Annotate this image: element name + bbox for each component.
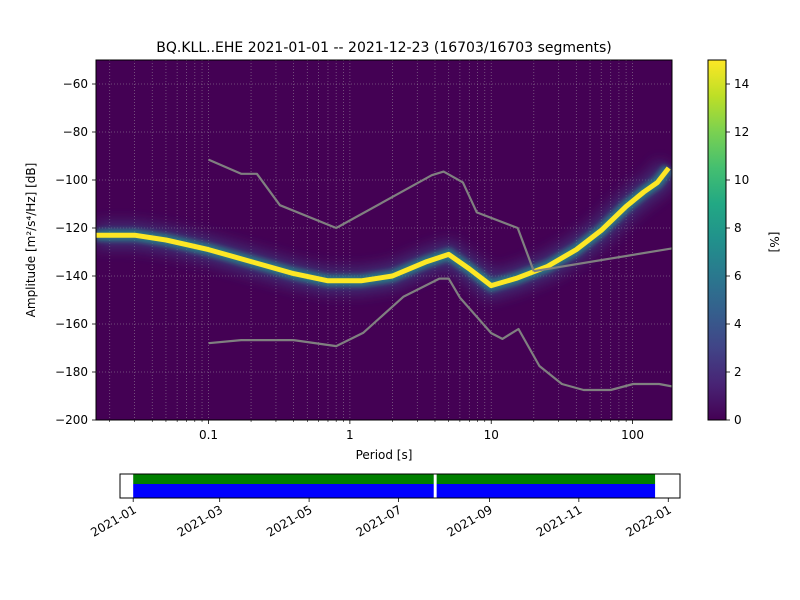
grid (96, 60, 672, 420)
coverage-bars (133, 474, 656, 498)
y-axis: −200 −180 −160 −140 −120 −100 −80 −60 (55, 77, 96, 427)
coverage-bar-top (133, 474, 434, 484)
noise-model-line (208, 158, 535, 272)
y-tick-label: −100 (55, 173, 88, 187)
noise-model-line (533, 247, 672, 273)
y-tick-label: −60 (63, 77, 88, 91)
colorbar-tick-label: 6 (734, 269, 742, 283)
colorbar-label: [%] (767, 232, 781, 253)
x-tick-label: 10 (484, 428, 499, 442)
colorbar-tick-label: 8 (734, 221, 742, 235)
noise-model-line (208, 277, 672, 392)
noise-model-curves (208, 158, 672, 392)
timeline-tick-label: 2021-03 (175, 502, 225, 539)
timeline-tick-label: 2021-01 (88, 502, 138, 539)
colorbar-tick-label: 14 (734, 77, 749, 91)
timeline-axis: 2021-01 2021-03 2021-05 2021-07 2021-09 2021-… (88, 498, 674, 540)
timeline-tick-label: 2021-05 (264, 502, 314, 539)
mode-curve (96, 166, 671, 289)
x-axis-label: Period [s] (356, 448, 413, 462)
density-layer (96, 160, 672, 300)
x-tick-label: 0.1 (199, 428, 218, 442)
colorbar-tick-label: 0 (734, 413, 742, 427)
y-tick-label: −140 (55, 269, 88, 283)
timeline-tick-label: 2021-09 (445, 502, 495, 539)
colorbar-tick-label: 4 (734, 317, 742, 331)
colorbar-tick-label: 10 (734, 173, 749, 187)
y-tick-label: −160 (55, 317, 88, 331)
coverage-bar-bottom (436, 484, 656, 498)
coverage-bar-bottom (133, 484, 434, 498)
y-tick-label: −120 (55, 221, 88, 235)
y-tick-label: −80 (63, 125, 88, 139)
colorbar-tick-label: 2 (734, 365, 742, 379)
timeline-tick-label: 2022-01 (623, 502, 673, 539)
timeline-frame (119, 473, 681, 499)
x-tick-label: 1 (346, 428, 354, 442)
coverage-bar-top (436, 474, 656, 484)
plot-frame (95, 59, 673, 421)
colorbar-tick-label: 12 (734, 125, 749, 139)
x-axis: 0.1 1 10 100 (109, 420, 644, 442)
colorbar-ticks: 0 2 4 6 8 10 12 14 (726, 77, 749, 427)
y-tick-label: −180 (55, 365, 88, 379)
chart-title: BQ.KLL..EHE 2021-01-01 -- 2021-12-23 (16… (156, 40, 611, 56)
x-tick-label: 100 (621, 428, 644, 442)
y-axis-label: Amplitude [m²/s⁴/Hz] [dB] (24, 163, 38, 318)
colorbar (707, 59, 727, 421)
y-tick-label: −200 (55, 413, 88, 427)
timeline-tick-label: 2021-07 (354, 502, 404, 539)
timeline-tick-label: 2021-11 (534, 502, 584, 539)
